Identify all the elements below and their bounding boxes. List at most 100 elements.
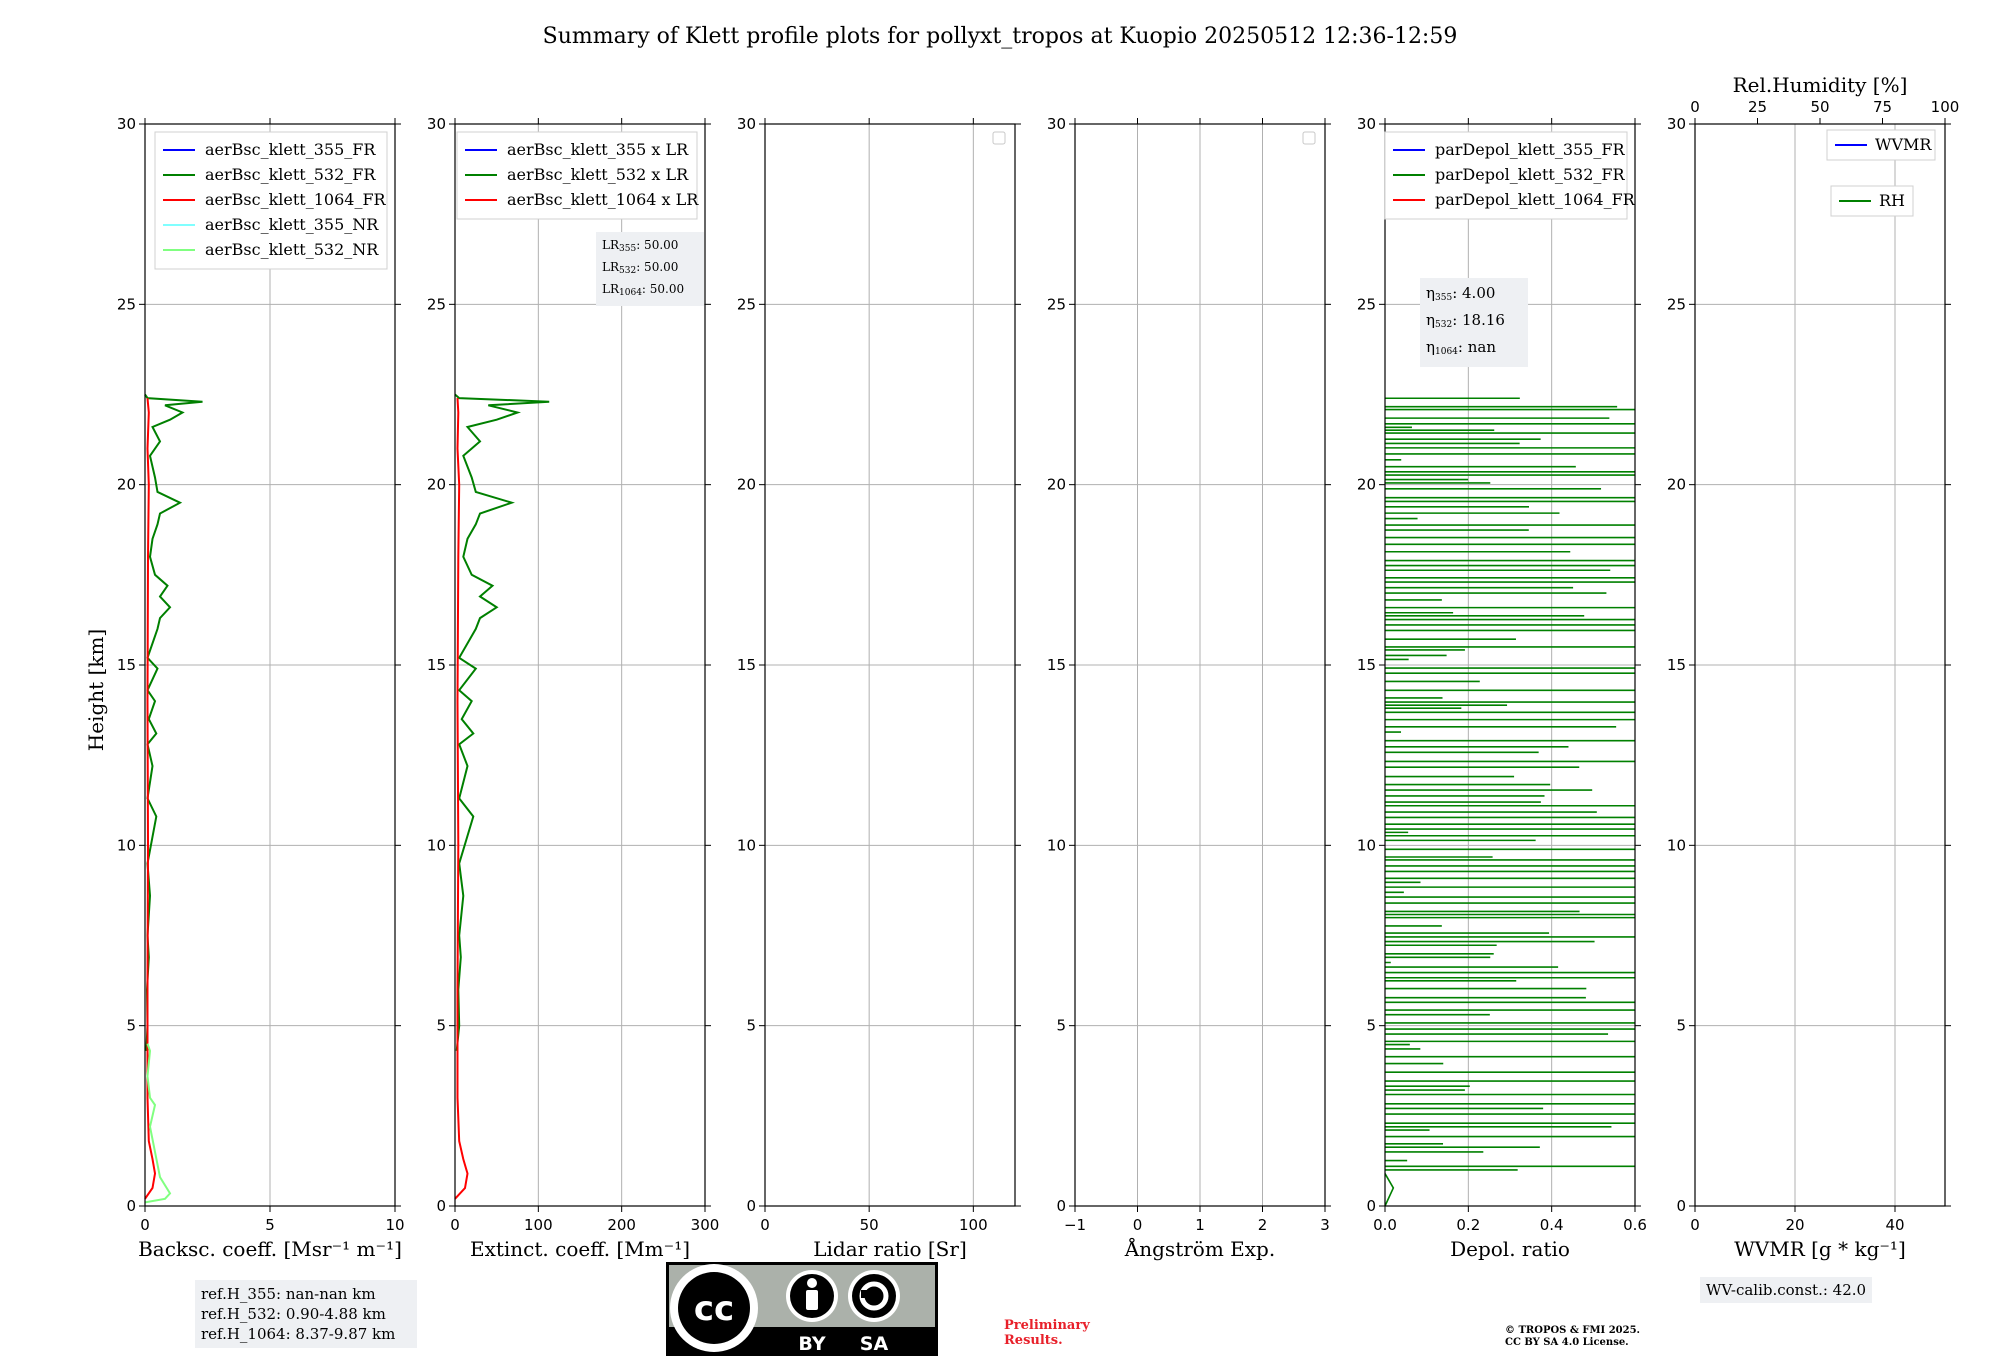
panel-dep: 0 5 10 15 20 25 30 0.0 0.2 0.4 0.6 Depol. ratio parD… [1357, 115, 1647, 1261]
x-axis-label-dep: Depol. ratio [1450, 1237, 1570, 1261]
top-axis-label: Rel.Humidity [%] [1733, 73, 1908, 97]
ytick-label: 30 [1047, 115, 1066, 133]
legend-entry: parDepol_klett_532_FR [1435, 165, 1626, 184]
x-axis-label-lr: Lidar ratio [Sr] [813, 1237, 967, 1261]
legend-entry: aerBsc_klett_355_NR [205, 215, 379, 234]
xtick-label: 0 [1133, 1216, 1143, 1234]
series-dep-depol [1384, 397, 1635, 1207]
series-ext-1 [454, 398, 469, 1200]
legend-entry: aerBsc_klett_532_FR [205, 165, 376, 184]
ytick-label: 5 [436, 1017, 446, 1035]
ytick-label: 0 [126, 1197, 136, 1215]
xtick-label: 0.6 [1623, 1216, 1647, 1234]
ytick-label: 0 [436, 1197, 446, 1215]
legend-entry: aerBsc_klett_532 x LR [507, 165, 689, 184]
sa-icon-gap [861, 1290, 871, 1298]
xtick-label: −1 [1064, 1216, 1086, 1234]
ytick-label: 10 [1667, 836, 1686, 854]
legend-box-dep [1384, 131, 1628, 220]
top-xtick-label: 100 [1931, 98, 1960, 116]
ytick-label: 20 [1357, 476, 1376, 494]
eta-symbol: η [1426, 338, 1435, 356]
eta-value: : 18.16 [1452, 311, 1505, 329]
x-axis-label-bsc: Backsc. coeff. [Msr⁻¹ m⁻¹] [138, 1237, 402, 1261]
series-ext-0 [454, 393, 550, 1051]
ytick-label: 25 [1667, 295, 1686, 313]
xtick-label: 3 [1320, 1216, 1330, 1234]
ytick-label: 20 [1667, 476, 1686, 494]
ytick-label: 20 [1047, 476, 1066, 494]
legend-entry-rh: RH [1879, 191, 1905, 210]
lidar-ratio-subscript: 532 [619, 266, 637, 276]
figure-title: Summary of Klett profile plots for polly… [543, 24, 1458, 49]
eta-subscript: 1064 [1435, 347, 1458, 357]
legend-entry: aerBsc_klett_1064_FR [205, 190, 387, 209]
xtick-label: 1 [1195, 1216, 1205, 1234]
xtick-label: 40 [1885, 1216, 1904, 1234]
lidar-ratio-symbol: LR [602, 282, 620, 296]
ytick-label: 10 [1047, 836, 1066, 854]
by-icon-head [807, 1278, 817, 1288]
ytick-label: 0 [1676, 1197, 1686, 1215]
xtick-label: 0.2 [1456, 1216, 1480, 1234]
xtick-label: 200 [607, 1216, 636, 1234]
top-xtick-label: 75 [1873, 98, 1892, 116]
eta-subscript: 355 [1435, 293, 1453, 303]
ytick-label: 5 [1676, 1017, 1686, 1035]
ytick-label: 15 [737, 656, 756, 674]
legend-entry: parDepol_klett_1064_FR [1435, 190, 1636, 209]
lidar-ratio-value: : 50.00 [641, 282, 685, 296]
panel-bsc: 0 5 10 15 20 25 30 0 5 10 Backsc. coeff. [Msr⁻¹ m⁻… [117, 115, 405, 1261]
sa-icon [852, 1274, 896, 1318]
lidar-ratio-value: : 50.00 [636, 238, 679, 252]
copyright-line2: CC BY SA 4.0 License. [1505, 1337, 1629, 1348]
ytick-label: 25 [1357, 295, 1376, 313]
ytick-label: 25 [427, 295, 446, 313]
wv-calibration-box: WV-calib.const.: 42.0 [1700, 1277, 1873, 1303]
lidar-ratio-symbol: LR [602, 260, 620, 274]
top-xtick-label: 25 [1748, 98, 1767, 116]
lidar-ratio-subscript: 355 [619, 244, 637, 254]
copyright-line1: © TROPOS & FMI 2025. [1505, 1325, 1641, 1336]
ytick-label: 25 [117, 295, 136, 313]
eta-box: η355: 4.00 η532: 18.16 η1064: nan [1420, 278, 1528, 367]
lidar-ratio-box: LR355: 50.00 LR532: 50.00 LR1064: 50.00 [596, 232, 704, 306]
empty-legend-lr [992, 131, 1006, 145]
panel-lr: 0 5 10 15 20 25 30 0 50 100 Lidar ratio [Sr] [737, 115, 1021, 1261]
preliminary-line1: Preliminary [1004, 1318, 1090, 1333]
preliminary-note: Preliminary Results. [1004, 1318, 1090, 1348]
eta-symbol: η [1426, 311, 1435, 329]
ytick-label: 15 [1667, 656, 1686, 674]
lidar-ratio-line: LR532: 50.00 [602, 258, 698, 280]
ytick-label: 30 [737, 115, 756, 133]
ytick-label: 20 [117, 476, 136, 494]
ytick-label: 25 [1047, 295, 1066, 313]
eta-line: η532: 18.16 [1426, 309, 1522, 336]
reference-height-box: ref.H_355: nan-nan km ref.H_532: 0.90-4.… [195, 1280, 417, 1348]
xtick-label: 0 [450, 1216, 460, 1234]
series-bsc-1 [144, 398, 157, 1200]
ytick-label: 5 [126, 1017, 136, 1035]
cc-license-badge: cc BY SA [666, 1262, 938, 1356]
ytick-label: 15 [427, 656, 446, 674]
eta-line: η1064: nan [1426, 336, 1522, 363]
cc-logo-text: cc [694, 1289, 734, 1329]
xtick-label: 50 [860, 1216, 879, 1234]
lidar-ratio-subscript: 1064 [619, 288, 642, 298]
xtick-label: 100 [524, 1216, 553, 1234]
legend-entry-wvmr: WVMR [1875, 135, 1932, 154]
by-icon-body [806, 1290, 818, 1310]
cc-circle-inner [678, 1272, 750, 1344]
series-bsc-2 [144, 1043, 172, 1204]
eta-subscript: 532 [1435, 320, 1453, 330]
ytick-label: 5 [1056, 1017, 1066, 1035]
top-xtick-label: 0 [1690, 98, 1700, 116]
x-axis-label-ext: Extinct. coeff. [Mm⁻¹] [470, 1237, 690, 1261]
x-axis-label-ang: Ångström Exp. [1124, 1236, 1275, 1261]
ytick-label: 0 [1366, 1197, 1376, 1215]
legend-entry: aerBsc_klett_355_FR [205, 140, 376, 159]
